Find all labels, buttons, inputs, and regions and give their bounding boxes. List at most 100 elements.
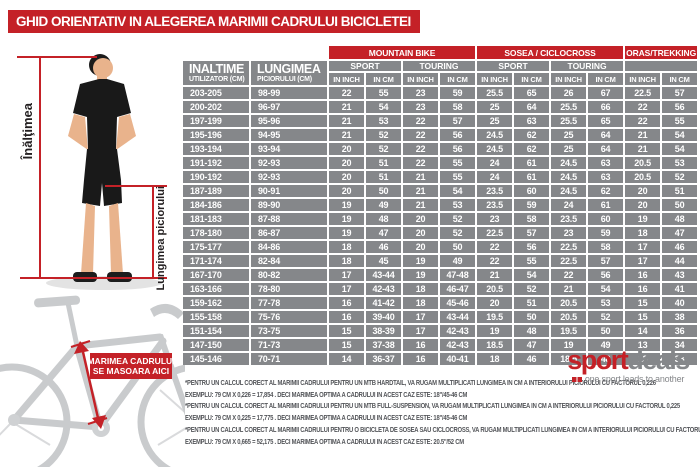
size-value-cell: 16 — [625, 283, 661, 295]
size-value-cell: 48 — [366, 213, 401, 225]
height-range-cell: 147-150 — [183, 339, 249, 351]
size-value-cell: 50 — [514, 311, 550, 323]
size-value-cell: 62 — [514, 129, 550, 141]
sub-sosea-touring: TOURING — [551, 61, 624, 71]
size-value-cell: 22 — [625, 101, 661, 113]
left-arm — [68, 114, 88, 150]
front-wheel — [137, 364, 185, 467]
size-value-cell: 55 — [662, 115, 698, 127]
size-value-cell: 15 — [625, 297, 661, 309]
size-value-cell: 55 — [514, 255, 550, 267]
frame-size-arrow — [70, 340, 108, 429]
leg-length-cell: 98-99 — [251, 87, 327, 99]
size-value-cell: 56 — [514, 241, 550, 253]
size-value-cell: 20 — [477, 297, 513, 309]
table-row: 193-194 93-94 20 52 22 56 24.5 62 25 64 21 54 — [183, 143, 698, 155]
size-value-cell: 52 — [366, 143, 401, 155]
size-value-cell: 42-43 — [440, 325, 476, 337]
size-value-cell: 50 — [440, 241, 476, 253]
group-header-row: MOUNTAIN BIKE SOSEA / CICLOCROSS ORAS/TR… — [183, 46, 698, 59]
size-value-cell: 21 — [329, 129, 364, 141]
group-mountain-bike: MOUNTAIN BIKE — [329, 46, 476, 59]
size-value-cell: 45-46 — [440, 297, 476, 309]
height-range-cell: 175-177 — [183, 241, 249, 253]
page-title: GHID ORIENTATIV IN ALEGEREA MARIMII CADR… — [8, 10, 420, 33]
size-value-cell: 56 — [588, 269, 624, 281]
sub-mtb-touring: TOURING — [403, 61, 476, 71]
size-value-cell: 23.5 — [477, 199, 513, 211]
size-value-cell: 19 — [625, 213, 661, 225]
size-value-cell: 55 — [440, 157, 476, 169]
leg-length-cell: 73-75 — [251, 325, 327, 337]
size-value-cell: 41 — [662, 283, 698, 295]
leg-length-cell: 92-93 — [251, 171, 327, 183]
logo-mark-icon — [571, 376, 582, 382]
size-value-cell: 19.5 — [477, 311, 513, 323]
size-value-cell: 58 — [440, 101, 476, 113]
size-value-cell: 43-44 — [440, 311, 476, 323]
size-value-cell: 67 — [588, 87, 624, 99]
size-value-cell: 24.5 — [551, 185, 587, 197]
footnote-line: *PENTRU UN CALCUL CORECT AL MARIMII CADR… — [185, 380, 656, 387]
size-value-cell: 52 — [588, 311, 624, 323]
height-range-cell: 159-162 — [183, 297, 249, 309]
size-value-cell: 24 — [477, 171, 513, 183]
footnote-line: EXEMPLU: 79 CM X 0,665 = 52,175 . DECI M… — [185, 438, 464, 446]
unit-header-row: IN INCH IN CM IN INCH IN CM IN INCH IN C… — [183, 73, 698, 85]
table-row: 181-183 87-88 19 48 20 52 23 58 23.5 60 19 48 — [183, 213, 698, 225]
size-value-cell: 61 — [514, 171, 550, 183]
size-value-cell: 20.5 — [625, 157, 661, 169]
height-range-cell: 190-192 — [183, 171, 249, 183]
unit-header: IN CM — [662, 73, 698, 85]
person-silhouette — [17, 54, 167, 290]
size-value-cell: 14 — [329, 353, 364, 365]
leg-length-cell: 95-96 — [251, 115, 327, 127]
size-value-cell: 54 — [662, 129, 698, 141]
table-row: 159-162 77-78 16 41-42 18 45-46 20 51 20.5 53 15 40 — [183, 297, 698, 309]
size-value-cell: 50 — [588, 325, 624, 337]
unit-header: IN INCH — [477, 73, 513, 85]
table-row: 147-150 71-73 15 37-38 16 42-43 18.5 47 19 49 13 34 — [183, 339, 698, 351]
leg-length-cell: 90-91 — [251, 185, 327, 197]
size-value-cell: 42-43 — [440, 339, 476, 351]
size-value-cell: 25 — [551, 143, 587, 155]
size-value-cell: 49 — [440, 255, 476, 267]
size-value-cell: 19 — [403, 269, 438, 281]
frame-note-line1: MARIMEA CADRULUI — [87, 356, 174, 366]
height-range-cell: 151-154 — [183, 325, 249, 337]
size-value-cell: 13 — [625, 339, 661, 351]
size-value-cell: 54 — [514, 269, 550, 281]
table-row: 191-192 92-93 20 51 22 55 24 61 24.5 63 20.5 53 — [183, 157, 698, 169]
size-value-cell: 18 — [625, 227, 661, 239]
size-value-cell: 44 — [662, 255, 698, 267]
right-leg — [109, 203, 123, 274]
size-value-cell: 64 — [588, 143, 624, 155]
size-value-cell: 17 — [625, 255, 661, 267]
leg-length-cell: 80-82 — [251, 269, 327, 281]
size-value-cell: 22 — [329, 87, 364, 99]
size-value-cell: 55 — [440, 171, 476, 183]
table-row: 155-158 75-76 16 39-40 17 43-44 19.5 50 20.5 52 15… — [183, 311, 698, 323]
size-value-cell: 21 — [403, 171, 438, 183]
size-value-cell: 17 — [403, 325, 438, 337]
height-range-cell: 155-158 — [183, 311, 249, 323]
unit-header: IN INCH — [551, 73, 587, 85]
size-value-cell: 55 — [366, 87, 401, 99]
size-value-cell: 39-40 — [366, 311, 401, 323]
size-value-cell: 24.5 — [477, 129, 513, 141]
group-oras-trekking: ORAS/TREKKING — [625, 46, 698, 59]
leg-length-cell: 78-80 — [251, 283, 327, 295]
height-range-cell: 178-180 — [183, 227, 249, 239]
size-value-cell: 23 — [403, 87, 438, 99]
bike-frame — [0, 302, 185, 467]
size-value-cell: 53 — [366, 115, 401, 127]
sub-mtb-sport: SPORT — [329, 61, 401, 71]
size-value-cell: 22 — [403, 129, 438, 141]
size-value-cell: 52 — [440, 227, 476, 239]
unit-header: IN CM — [514, 73, 550, 85]
col-header-inaltime: INALTIME UTILIZATOR (CM) — [183, 61, 249, 85]
size-value-cell: 22 — [403, 143, 438, 155]
size-value-cell: 57 — [440, 115, 476, 127]
size-value-cell: 56 — [440, 129, 476, 141]
size-value-cell: 16 — [625, 269, 661, 281]
